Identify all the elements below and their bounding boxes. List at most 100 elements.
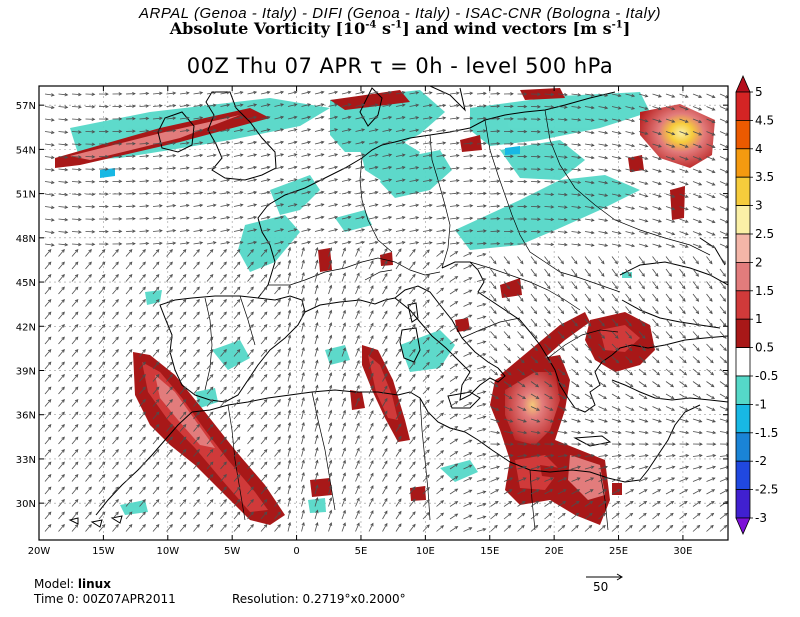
wind-arrow bbox=[98, 273, 106, 282]
wind-arrow bbox=[706, 453, 717, 458]
wind-arrow bbox=[301, 103, 312, 107]
wind-arrow bbox=[436, 275, 445, 282]
wind-arrow bbox=[152, 523, 160, 532]
wind-arrow bbox=[679, 193, 689, 198]
wind-arrow bbox=[638, 168, 649, 173]
wind-arrow bbox=[463, 402, 473, 407]
wind-arrow bbox=[166, 311, 173, 320]
wind-arrow bbox=[112, 204, 123, 209]
wind-arrow bbox=[179, 103, 190, 108]
wind-arrow bbox=[517, 512, 526, 520]
wind-arrow bbox=[530, 92, 541, 96]
wind-arrow bbox=[125, 336, 133, 345]
wind-arrow bbox=[503, 306, 511, 315]
wind-arrow bbox=[706, 381, 715, 388]
wind-arrow bbox=[544, 293, 551, 302]
wind-arrow bbox=[449, 241, 460, 245]
wind-arrow bbox=[679, 143, 689, 148]
wind-arrow bbox=[544, 500, 553, 507]
wind-arrow bbox=[44, 336, 52, 345]
wind-arrow bbox=[112, 217, 123, 221]
wind-arrow bbox=[85, 298, 92, 307]
wind-arrow bbox=[125, 298, 133, 307]
wind-arrow bbox=[71, 398, 79, 407]
wind-arrow bbox=[341, 203, 352, 207]
wind-arrow bbox=[517, 142, 528, 146]
wind-arrow bbox=[382, 272, 388, 282]
wind-arrow bbox=[422, 178, 433, 183]
wind-arrow bbox=[152, 386, 160, 395]
wind-arrow bbox=[598, 206, 609, 210]
wind-arrow bbox=[314, 434, 319, 445]
wind-arrow bbox=[152, 116, 163, 121]
wind-arrow bbox=[233, 361, 241, 370]
wind-arrow bbox=[449, 463, 459, 470]
wind-arrow bbox=[71, 448, 79, 457]
wind-arrow bbox=[665, 318, 673, 327]
wind-arrow bbox=[355, 284, 360, 295]
wind-arrow bbox=[611, 331, 619, 339]
wind-arrow bbox=[233, 215, 244, 220]
wind-arrow bbox=[179, 511, 187, 520]
wind-arrow bbox=[463, 302, 473, 307]
wind-arrow bbox=[490, 229, 501, 233]
wind-arrow bbox=[98, 298, 106, 307]
wind-arrow bbox=[274, 311, 281, 320]
wind-arrow bbox=[611, 206, 622, 210]
wind-arrow bbox=[557, 477, 568, 482]
wind-arrow bbox=[139, 398, 146, 407]
wind-arrow bbox=[611, 231, 622, 235]
wind-arrow bbox=[665, 168, 676, 173]
wind-arrow bbox=[355, 409, 360, 420]
wind-arrow bbox=[449, 166, 460, 170]
wind-arrow bbox=[706, 489, 716, 495]
wind-arrow bbox=[652, 218, 662, 223]
wind-arrow bbox=[58, 261, 65, 270]
wind-arrow bbox=[584, 453, 595, 458]
wind-arrow bbox=[166, 511, 173, 520]
wind-arrow bbox=[692, 368, 701, 376]
wind-arrow bbox=[422, 311, 430, 320]
wind-arrow bbox=[98, 311, 106, 320]
wind-arrow bbox=[368, 372, 374, 382]
wind-arrow bbox=[530, 180, 541, 184]
wind-arrow bbox=[247, 486, 254, 495]
wind-arrow bbox=[530, 155, 541, 159]
wind-arrow bbox=[598, 453, 609, 458]
wind-arrow bbox=[287, 284, 292, 295]
wind-arrow bbox=[395, 248, 402, 257]
wind-arrow bbox=[58, 217, 69, 222]
wind-arrow bbox=[301, 153, 312, 157]
wind-arrow bbox=[341, 103, 352, 107]
wind-arrow bbox=[503, 512, 512, 520]
wind-arrow bbox=[503, 179, 514, 184]
wind-arrow bbox=[71, 423, 79, 432]
wind-arrow bbox=[98, 129, 109, 134]
wind-arrow bbox=[125, 398, 133, 407]
wind-arrow bbox=[544, 230, 555, 234]
wind-arrow bbox=[71, 298, 79, 307]
wind-arrow bbox=[557, 343, 565, 352]
wind-arrow bbox=[422, 349, 430, 357]
wind-arrow bbox=[247, 248, 254, 257]
wind-arrow bbox=[382, 472, 388, 482]
wind-arrow bbox=[98, 229, 109, 234]
wind-arrow bbox=[85, 498, 92, 507]
wind-arrow bbox=[328, 484, 333, 495]
wind-arrow bbox=[584, 477, 595, 482]
wind-arrow bbox=[287, 384, 292, 395]
wind-arrow bbox=[679, 368, 688, 376]
wind-arrow bbox=[368, 435, 374, 445]
wind-arrow bbox=[692, 231, 703, 236]
wind-arrow bbox=[44, 248, 52, 257]
wind-arrow bbox=[652, 306, 659, 315]
wind-arrow bbox=[355, 272, 360, 282]
wind-arrow bbox=[368, 115, 379, 120]
wind-arrow bbox=[328, 422, 333, 432]
longitude-label: 15W bbox=[92, 546, 115, 557]
wind-arrow bbox=[463, 352, 473, 357]
map-title: 00Z Thu 07 APR τ = 0h - level 500 hPa bbox=[186, 54, 614, 78]
wind-arrow bbox=[125, 167, 136, 171]
wind-arrow bbox=[382, 322, 388, 332]
wind-arrow bbox=[85, 92, 96, 96]
